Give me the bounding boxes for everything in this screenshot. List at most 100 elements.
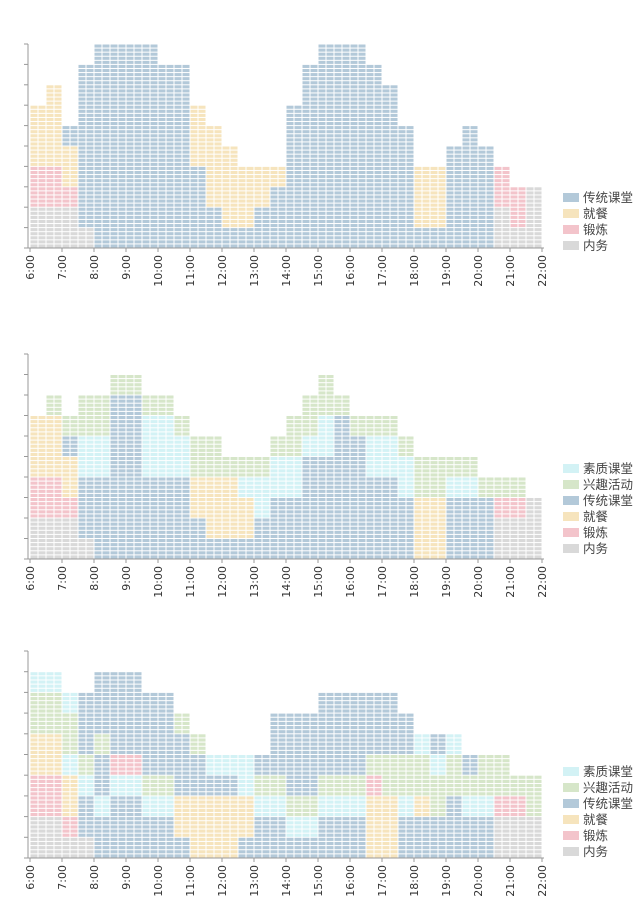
cell-传统课堂: [278, 187, 286, 191]
cell-素质课堂: [390, 473, 398, 477]
cell-素质课堂: [262, 502, 270, 506]
cell-传统课堂: [294, 187, 302, 191]
cell-传统课堂: [358, 73, 366, 77]
cell-传统课堂: [390, 97, 398, 101]
cell-就餐: [62, 779, 70, 783]
cell-素质课堂: [54, 680, 62, 684]
cell-就餐: [46, 750, 54, 754]
cell-内务: [502, 228, 510, 232]
cell-就餐: [438, 207, 446, 211]
cell-传统课堂: [198, 199, 206, 203]
cell-就餐: [414, 555, 422, 559]
cell-兴趣活动: [150, 411, 158, 415]
cell-就餐: [422, 179, 430, 183]
cell-就餐: [430, 219, 438, 224]
cell-就餐: [238, 211, 246, 215]
cell-传统课堂: [302, 89, 310, 93]
cell-内务: [86, 547, 94, 551]
cell-就餐: [438, 211, 446, 215]
cell-传统课堂: [78, 526, 86, 530]
cell-传统课堂: [302, 199, 310, 203]
cell-传统课堂: [206, 232, 214, 236]
cell-传统课堂: [118, 407, 126, 411]
cell-传统课堂: [350, 539, 358, 543]
cell-传统课堂: [102, 726, 110, 730]
cell-传统课堂: [206, 207, 214, 211]
cell-传统课堂: [302, 232, 310, 236]
cell-就餐: [62, 800, 70, 804]
cell-就餐: [430, 166, 438, 170]
cell-传统课堂: [486, 502, 494, 506]
cell-就餐: [206, 530, 214, 534]
cell-传统课堂: [78, 705, 86, 709]
cell-兴趣活动: [222, 457, 230, 461]
cell-传统课堂: [206, 215, 214, 219]
cell-传统课堂: [150, 203, 158, 207]
cell-兴趣活动: [158, 403, 166, 407]
cell-就餐: [198, 105, 206, 109]
cell-传统课堂: [334, 547, 342, 551]
cell-兴趣活动: [214, 440, 222, 444]
cell-兴趣活动: [390, 428, 398, 432]
cell-兴趣活动: [318, 395, 326, 399]
cell-传统课堂: [374, 89, 382, 93]
cell-锻炼: [494, 191, 502, 195]
cell-传统课堂: [158, 232, 166, 236]
cell-传统课堂: [94, 547, 102, 551]
cell-兴趣活动: [190, 465, 198, 469]
cell-传统课堂: [126, 514, 134, 518]
cell-传统课堂: [358, 68, 366, 73]
cell-传统课堂: [286, 183, 294, 187]
cell-锻炼: [38, 812, 46, 817]
cell-传统课堂: [334, 215, 342, 219]
cell-传统课堂: [134, 850, 142, 854]
cell-传统课堂: [238, 240, 246, 244]
cell-素质课堂: [254, 498, 262, 502]
cell-传统课堂: [398, 170, 406, 175]
cell-传统课堂: [326, 85, 334, 89]
cell-传统课堂: [350, 85, 358, 89]
cell-就餐: [70, 775, 78, 779]
cell-传统课堂: [446, 191, 454, 195]
cell-传统课堂: [462, 199, 470, 203]
cell-传统课堂: [214, 224, 222, 228]
cell-传统课堂: [126, 126, 134, 130]
cell-传统课堂: [310, 158, 318, 162]
cell-传统课堂: [358, 109, 366, 113]
cell-传统课堂: [110, 154, 118, 158]
cell-素质课堂: [262, 477, 270, 481]
cell-就餐: [206, 170, 214, 175]
cell-传统课堂: [86, 485, 94, 489]
cell-兴趣活动: [430, 485, 438, 489]
cell-兴趣活动: [454, 465, 462, 469]
cell-传统课堂: [366, 477, 374, 481]
cell-传统课堂: [134, 738, 142, 742]
cell-锻炼: [126, 767, 134, 771]
cell-传统课堂: [366, 530, 374, 534]
cell-素质课堂: [174, 436, 182, 440]
cell-素质课堂: [462, 481, 470, 485]
cell-传统课堂: [118, 543, 126, 547]
cell-传统课堂: [302, 506, 310, 510]
cell-兴趣活动: [86, 755, 94, 759]
cell-就餐: [230, 187, 238, 191]
cell-内务: [502, 207, 510, 211]
cell-素质课堂: [406, 485, 414, 489]
cell-传统课堂: [94, 142, 102, 146]
cell-传统课堂: [326, 207, 334, 211]
cell-素质课堂: [78, 473, 86, 477]
cell-就餐: [30, 461, 38, 465]
cell-传统课堂: [310, 85, 318, 89]
cell-传统课堂: [134, 105, 142, 109]
cell-就餐: [430, 187, 438, 191]
cell-传统课堂: [118, 473, 126, 477]
cell-传统课堂: [102, 713, 110, 717]
cell-传统课堂: [366, 219, 374, 224]
cell-兴趣活动: [462, 473, 470, 477]
cell-传统课堂: [318, 138, 326, 142]
cell-传统课堂: [294, 555, 302, 559]
cell-兴趣活动: [214, 457, 222, 461]
cell-传统课堂: [182, 551, 190, 555]
cell-传统课堂: [342, 52, 350, 56]
cell-传统课堂: [118, 215, 126, 219]
